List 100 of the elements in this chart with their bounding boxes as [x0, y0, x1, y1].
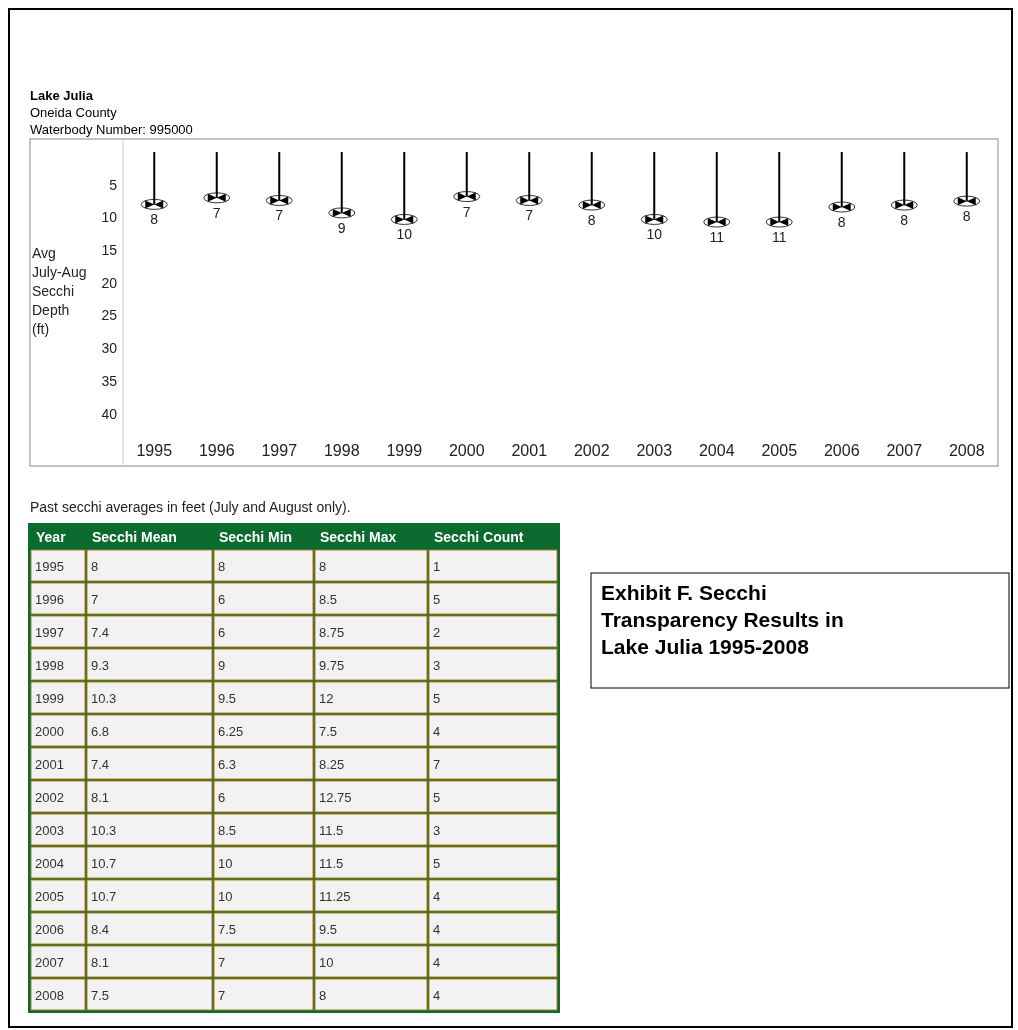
y-tick-label: 1995	[35, 558, 64, 574]
y-tick-label: 25	[101, 307, 118, 324]
x-tick-label: Secchi Count	[434, 529, 524, 545]
x-tick-label: Secchi Min	[219, 529, 293, 545]
data-label: 5	[433, 789, 441, 805]
data-label: 8	[587, 212, 596, 229]
bar	[340, 152, 343, 213]
data-label: 8	[837, 214, 846, 231]
data-label: 5	[433, 591, 441, 607]
x-tick-label: 1998	[323, 442, 360, 459]
data-label: 8.1	[91, 789, 110, 805]
data-label: 4	[433, 888, 441, 904]
data-label: 7.5	[91, 987, 110, 1003]
y-axis-title: Year	[36, 529, 67, 545]
bar	[653, 152, 656, 220]
data-label: 5	[433, 855, 441, 871]
data-label: 8	[150, 211, 159, 228]
data-label: 4	[433, 954, 441, 970]
data-label: 8.4	[91, 921, 110, 937]
data-label: 8	[319, 987, 327, 1003]
x-tick-label: 2000	[448, 442, 485, 459]
data-label: 7	[218, 954, 226, 970]
x-tick-label: Secchi Max	[320, 529, 397, 545]
bar	[778, 152, 781, 223]
x-tick-label: 1996	[198, 442, 235, 459]
y-tick-label: 35	[101, 372, 118, 389]
data-label: 5	[433, 690, 441, 706]
data-label: 8	[900, 212, 909, 229]
data-label: 10	[396, 226, 413, 243]
data-label: 1	[433, 558, 441, 574]
x-tick-label: 2008	[948, 442, 985, 459]
data-label: 7	[275, 207, 284, 224]
bar	[903, 152, 906, 206]
data-label: 7	[212, 204, 221, 221]
chart-title: Lake Julia	[30, 88, 94, 103]
data-label: 7	[525, 207, 534, 224]
data-label: 8.25	[319, 756, 345, 772]
data-label: 8.75	[319, 624, 345, 640]
x-tick-label: 2006	[823, 442, 860, 459]
y-tick-label: 1996	[35, 591, 64, 607]
data-label: 10	[646, 226, 663, 243]
data-label: 11.5	[319, 855, 344, 871]
data-label: 12.75	[319, 789, 352, 805]
data-label: 7.5	[218, 921, 237, 937]
data-label: 11.5	[319, 822, 344, 838]
data-label: 9	[218, 657, 226, 673]
data-label: 7	[433, 756, 441, 772]
y-tick-label: 1999	[35, 690, 64, 706]
x-tick-label: 2001	[511, 442, 548, 459]
data-label: 8.5	[218, 822, 237, 838]
y-tick-label: 10	[101, 209, 118, 226]
bar	[590, 152, 593, 206]
data-label: 7	[462, 203, 471, 220]
x-tick-label: 2002	[573, 442, 610, 459]
text: Past secchi averages in feet (July and August only).	[30, 499, 351, 515]
data-label: 11	[771, 229, 787, 246]
y-axis-title: Avg July-Aug Secchi Depth (ft)	[32, 245, 87, 337]
bar	[715, 152, 718, 223]
data-label: 7	[218, 987, 226, 1003]
data-label: 10	[218, 888, 233, 904]
y-tick-label: 2006	[35, 921, 64, 937]
x-tick-label: 2004	[698, 442, 735, 459]
data-label: 7	[91, 591, 99, 607]
data-label: 8	[218, 558, 226, 574]
data-label: 10	[218, 855, 233, 871]
y-tick-label: 30	[101, 340, 118, 357]
y-tick-label: 40	[101, 405, 118, 422]
data-label: 6.3	[218, 756, 237, 772]
y-tick-label: 2007	[35, 954, 64, 970]
data-label: 7.5	[319, 723, 338, 739]
data-label: 11.25	[319, 888, 351, 904]
data-label: 4	[433, 921, 441, 937]
x-tick-label: 1995	[136, 442, 173, 459]
y-tick-label: 2000	[35, 723, 64, 739]
data-label: 4	[433, 987, 441, 1003]
bar	[215, 152, 218, 198]
y-tick-label: 2002	[35, 789, 64, 805]
data-label: 6	[218, 591, 226, 607]
data-label: 6.25	[218, 723, 244, 739]
y-tick-label: 2004	[35, 855, 64, 871]
y-tick-label: 2005	[35, 888, 64, 904]
bar	[153, 152, 156, 205]
x-tick-label: 1997	[261, 442, 298, 459]
x-tick-label: 2005	[761, 442, 798, 459]
bar	[465, 152, 468, 197]
data-label: 9.3	[91, 657, 110, 673]
bar	[403, 152, 406, 220]
data-label: 8	[962, 208, 971, 225]
data-label: 6.8	[91, 723, 110, 739]
data-label: 3	[433, 822, 441, 838]
data-label: 2	[433, 624, 441, 640]
y-tick-label: 20	[101, 274, 118, 291]
data-label: 6	[218, 624, 226, 640]
data-label: 12	[319, 690, 334, 706]
data-label: 7.4	[91, 756, 110, 772]
data-label: 7.4	[91, 624, 110, 640]
y-tick-label: 1997	[35, 624, 64, 640]
bar	[965, 152, 968, 202]
x-tick-label: 2007	[886, 442, 923, 459]
y-tick-label: 15	[101, 242, 118, 259]
